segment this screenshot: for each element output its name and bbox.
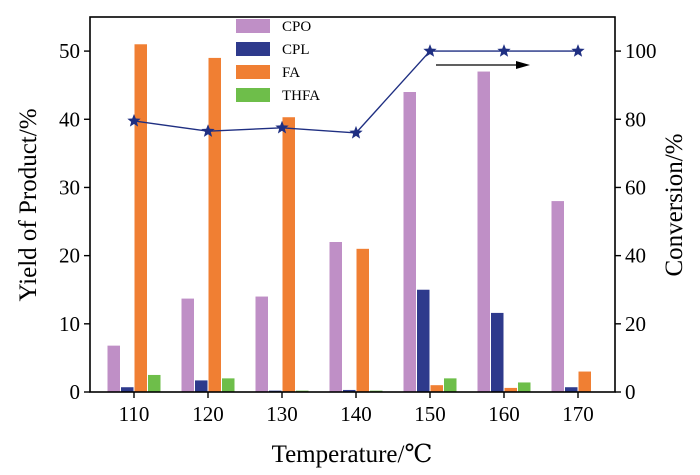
bar-cpl-170	[565, 387, 578, 392]
left-y-axis-title: Yield of Product/%	[15, 108, 42, 301]
left-y-axis: 0 10 20 30 40 50	[59, 39, 90, 404]
bar-cpo-150	[403, 92, 416, 392]
y2-tick-label-60: 60	[625, 175, 646, 199]
bar-cpo-120	[181, 298, 194, 392]
bar-fa-120	[208, 57, 221, 393]
bar-thfa-110	[148, 374, 161, 392]
conversion-line-layer	[127, 44, 585, 139]
legend-label-cpl: CPL	[282, 42, 310, 58]
bar-thfa-120	[222, 378, 235, 392]
bar-fa-110	[134, 44, 147, 392]
bar-cpl-120	[195, 380, 208, 392]
x-axis-title: Temperature/℃	[272, 441, 433, 468]
bar-cpl-140	[343, 389, 356, 392]
right-y-axis: 0 20 40 60 80 100	[615, 39, 657, 404]
conversion-point-120	[201, 124, 215, 137]
bar-thfa-150	[444, 378, 457, 392]
bar-cpo-140	[329, 242, 342, 392]
x-tick-label-160: 160	[488, 402, 520, 426]
legend-swatch-cpl	[236, 42, 270, 56]
x-tick-label-110: 110	[119, 402, 150, 426]
right-y-axis-title: Conversion/%	[661, 133, 688, 276]
conversion-point-140	[349, 125, 363, 139]
legend-swatch-cpo	[236, 19, 270, 33]
y-tick-label-20: 20	[59, 244, 80, 268]
y2-tick-label-40: 40	[625, 244, 646, 268]
x-tick-label-150: 150	[414, 402, 446, 426]
legend-swatch-fa	[236, 65, 270, 79]
y2-tick-label-100: 100	[625, 39, 657, 63]
x-tick-label-140: 140	[340, 402, 372, 426]
bar-fa-150	[430, 385, 443, 392]
bar-cpl-110	[121, 387, 134, 392]
conversion-line	[133, 50, 578, 134]
legend: CPO CPL FA THFA	[236, 19, 320, 104]
plot-area-frame	[89, 16, 616, 393]
y2-tick-label-80: 80	[625, 107, 646, 131]
bar-fa-130	[282, 117, 295, 393]
y-tick-label-50: 50	[59, 39, 80, 63]
conversion-point-170	[571, 44, 585, 57]
bar-fa-140	[356, 248, 369, 392]
bar-cpo-110	[107, 345, 120, 392]
y2-tick-label-20: 20	[625, 312, 646, 336]
bar-cpo-160	[477, 71, 490, 392]
conversion-point-130	[275, 120, 289, 134]
x-tick-label-170: 170	[562, 402, 594, 426]
bar-thfa-160	[518, 382, 531, 392]
bars-layer	[107, 44, 591, 393]
bar-cpl-160	[491, 312, 504, 392]
legend-label-fa: FA	[282, 65, 300, 81]
conversion-arrow	[436, 61, 530, 69]
x-tick-label-130: 130	[266, 402, 298, 426]
x-tick-label-120: 120	[192, 402, 224, 426]
y-tick-label-30: 30	[59, 175, 80, 199]
legend-swatch-thfa	[236, 88, 270, 102]
conversion-point-150	[423, 44, 437, 57]
y-tick-label-40: 40	[59, 107, 80, 131]
bar-fa-160	[504, 387, 517, 392]
bar-cpo-130	[255, 296, 268, 392]
bar-cpo-170	[551, 201, 564, 392]
y2-tick-label-0: 0	[625, 380, 636, 404]
bar-cpl-150	[417, 289, 430, 392]
y-tick-label-0: 0	[70, 380, 81, 404]
conversion-point-110	[127, 113, 141, 127]
legend-label-cpo: CPO	[282, 19, 311, 35]
bar-fa-170	[578, 371, 591, 392]
legend-label-thfa: THFA	[282, 88, 320, 104]
y-tick-label-10: 10	[59, 312, 80, 336]
x-axis: 110 120 130 140 150 160 170	[119, 392, 594, 426]
conversion-point-160	[497, 44, 511, 57]
